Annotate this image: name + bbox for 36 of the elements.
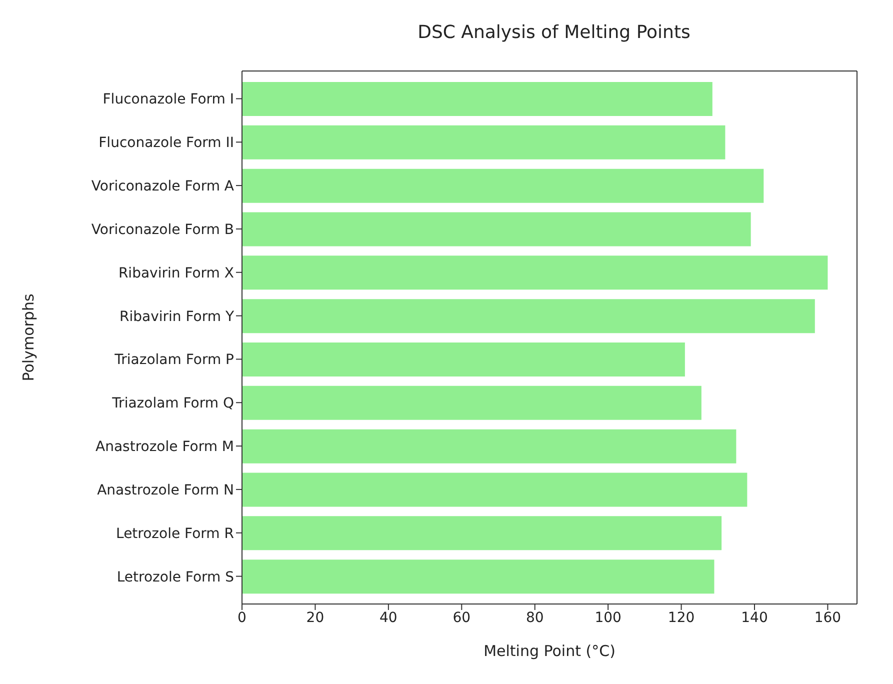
y-tick-label: Voriconazole Form B	[91, 222, 234, 238]
x-axis-title: Melting Point (°C)	[484, 642, 616, 660]
y-tick-label: Ribavirin Form Y	[120, 308, 234, 325]
y-tick-label: Triazolam Form P	[114, 352, 234, 368]
bar	[242, 386, 702, 420]
y-tick-label: Triazolam Form Q	[111, 396, 234, 412]
bar	[242, 516, 722, 550]
bar	[242, 82, 712, 116]
y-tick-label: Voriconazole Form A	[91, 178, 234, 195]
x-tick-label: 160	[814, 610, 842, 626]
x-tick-label: 60	[452, 610, 471, 626]
x-tick-label: 120	[668, 610, 695, 626]
y-tick-label: Anastrozole Form M	[96, 439, 234, 456]
x-tick-label: 0	[238, 610, 246, 626]
y-tick-label: Ribavirin Form X	[118, 265, 234, 282]
bar	[242, 342, 685, 376]
bar	[242, 299, 815, 334]
bar	[242, 256, 828, 290]
y-tick-label: Anastrozole Form N	[97, 482, 234, 498]
bar	[242, 212, 751, 246]
y-tick-label: Fluconazole Form I	[102, 92, 234, 108]
y-tick-label: Letrozole Form S	[116, 569, 234, 586]
bar	[242, 125, 726, 160]
y-tick-label: Fluconazole Form II	[98, 135, 234, 152]
chart-title: DSC Analysis of Melting Points	[416, 22, 692, 43]
x-tick-label: 100	[594, 610, 622, 626]
bar	[242, 472, 748, 507]
x-tick-label: 140	[741, 610, 768, 626]
bar	[242, 560, 714, 594]
bar	[242, 168, 764, 203]
bar	[242, 429, 736, 464]
x-tick-label: 20	[306, 610, 324, 626]
x-tick-label: 40	[380, 610, 398, 626]
x-tick-label: 80	[526, 610, 544, 626]
y-tick-label: Letrozole Form R	[116, 526, 234, 542]
y-axis-title: Polymorphs	[19, 294, 38, 382]
